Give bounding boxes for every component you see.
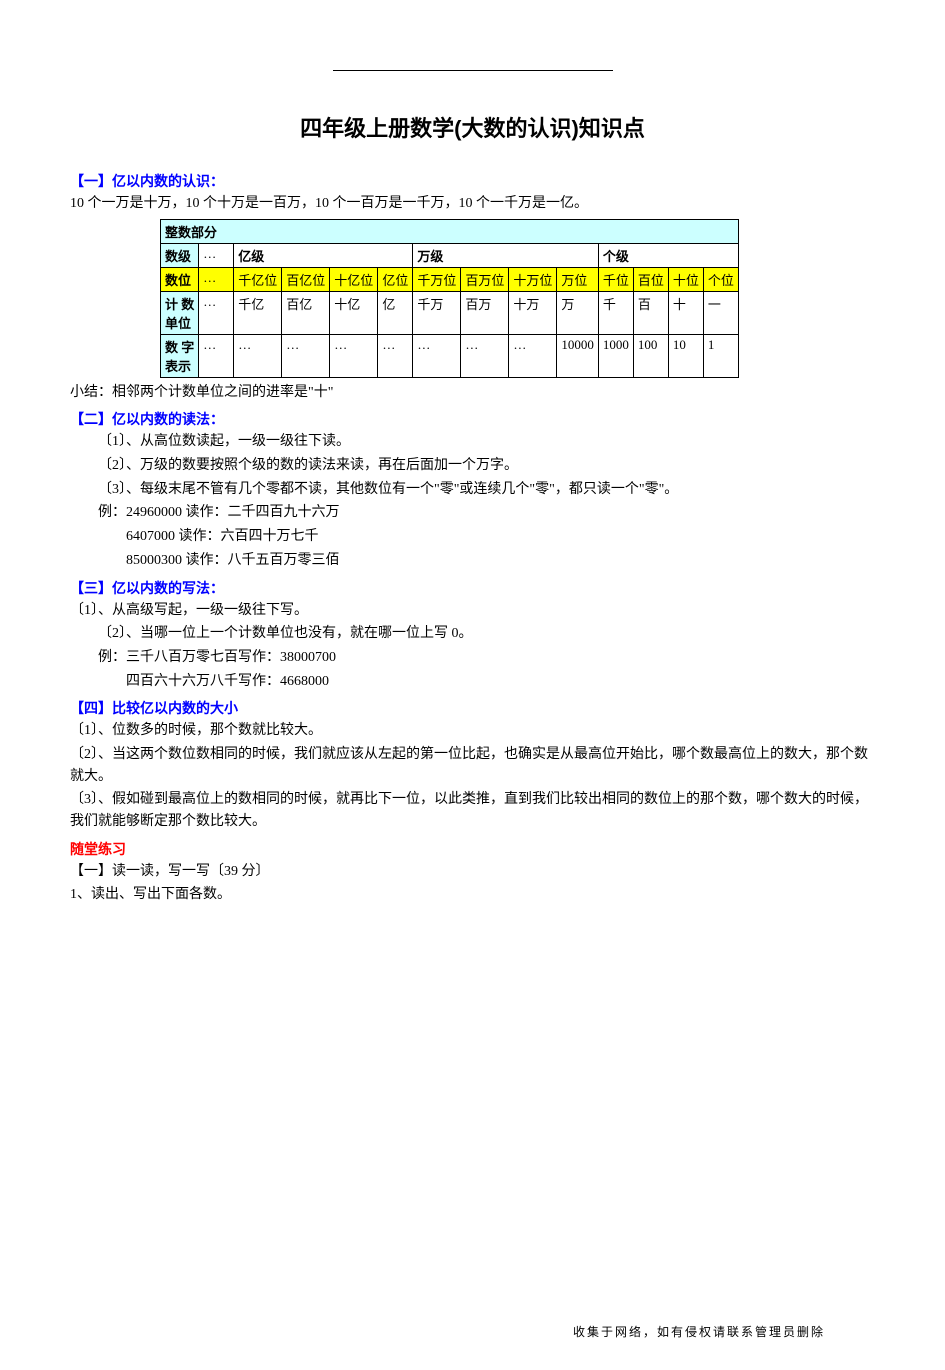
- pos-wan: 万位: [557, 267, 599, 291]
- ellipsis-cell: …: [199, 243, 234, 267]
- s3-line2: 〔2〕、当哪一位上一个计数单位也没有，就在哪一位上写 0。: [70, 623, 875, 645]
- s4-line3: 〔3〕、假如碰到最高位上的数相同的时候，就再比下一位，以此类推，直到我们比较出相…: [70, 789, 875, 832]
- table-top-header: 整数部分: [161, 219, 739, 243]
- unit-wan: 万: [557, 291, 599, 334]
- val-ge: 1: [703, 334, 738, 377]
- section2-heading: 【二】亿以内数的读法：: [70, 409, 875, 429]
- pos-shi: 十位: [668, 267, 703, 291]
- val-shi: 10: [668, 334, 703, 377]
- pos-yi: 亿位: [378, 267, 413, 291]
- ellipsis-cell: …: [199, 334, 234, 377]
- s2-ex-label: 例：: [98, 505, 126, 520]
- s4-line2: 〔2〕、当这两个数位数相同的时候，我们就应该从左起的第一位比起，也确实是从最高位…: [70, 744, 875, 787]
- pos-shiwan: 十万位: [509, 267, 557, 291]
- val-wan: 10000: [557, 334, 599, 377]
- val-qianyi: …: [234, 334, 282, 377]
- page-title: 四年级上册数学(大数的认识)知识点: [70, 111, 875, 143]
- s2-line2: 〔2〕、万级的数要按照个级的数的读法来读，再在后面加一个万字。: [70, 455, 875, 477]
- s3-ex-label: 例：: [98, 650, 126, 665]
- practice-heading: 随堂练习: [70, 839, 875, 859]
- s4-line1: 〔1〕、位数多的时候，那个数就比较大。: [70, 720, 875, 742]
- s2-line1: 〔1〕、从高位数读起，一级一级往下读。: [70, 431, 875, 453]
- pos-qianwan: 千万位: [413, 267, 461, 291]
- s2-example-row: 例：24960000 读作：二千四百九十六万: [70, 502, 875, 524]
- unit-shiwan: 十万: [509, 291, 557, 334]
- ellipsis-cell: …: [199, 291, 234, 334]
- unit-yi: 亿: [378, 291, 413, 334]
- section3-heading: 【三】亿以内数的写法：: [70, 578, 875, 598]
- s2-ex2: 6407000 读作：六百四十万七千: [70, 526, 875, 548]
- unit-qian: 千: [598, 291, 633, 334]
- pos-ge: 个位: [703, 267, 738, 291]
- val-qian: 1000: [598, 334, 633, 377]
- yi-level: 亿级: [234, 243, 413, 267]
- val-shiwan: …: [509, 334, 557, 377]
- val-bai: 100: [633, 334, 668, 377]
- unit-shiyi: 十亿: [330, 291, 378, 334]
- unit-qianwan: 千万: [413, 291, 461, 334]
- top-divider: [333, 70, 613, 71]
- ellipsis-cell: …: [199, 267, 234, 291]
- s2-ex3: 85000300 读作：八千五百万零三佰: [70, 550, 875, 572]
- row-shuwei-label: 数位: [161, 267, 199, 291]
- s3-line1: 〔1〕、从高级写起，一级一级往下写。: [70, 600, 875, 622]
- unit-ge: 一: [703, 291, 738, 334]
- s3-example-row: 例：三千八百万零七百写作：38000700: [70, 647, 875, 669]
- unit-qianyi: 千亿: [234, 291, 282, 334]
- pos-qianyi: 千亿位: [234, 267, 282, 291]
- s3-ex1: 三千八百万零七百写作：38000700: [126, 650, 336, 665]
- s3-ex2: 四百六十六万八千写作：4668000: [70, 671, 875, 693]
- page-footer: 收集于网络，如有侵权请联系管理员删除: [573, 1323, 825, 1340]
- section1-summary: 小结：相邻两个计数单位之间的进率是"十": [70, 382, 875, 404]
- ge-level: 个级: [598, 243, 738, 267]
- wan-level: 万级: [413, 243, 599, 267]
- row-digit-label: 数 字 表示: [161, 334, 199, 377]
- val-baiyi: …: [282, 334, 330, 377]
- s2-line3: 〔3〕、每级末尾不管有几个零都不读，其他数位有一个"零"或连续几个"零"，都只读…: [70, 479, 875, 501]
- val-yi: …: [378, 334, 413, 377]
- practice-line1: 【一】读一读，写一写〔39 分〕: [70, 861, 875, 883]
- pos-shiyi: 十亿位: [330, 267, 378, 291]
- pos-bai: 百位: [633, 267, 668, 291]
- section1-heading: 【一】亿以内数的认识：: [70, 171, 875, 191]
- val-shiyi: …: [330, 334, 378, 377]
- unit-bai: 百: [633, 291, 668, 334]
- practice-line2: 1、读出、写出下面各数。: [70, 884, 875, 906]
- section1-intro: 10 个一万是十万，10 个十万是一百万，10 个一百万是一千万，10 个一千万…: [70, 193, 875, 215]
- val-qianwan: …: [413, 334, 461, 377]
- place-value-table: 整数部分 数级 … 亿级 万级 个级 数位 … 千亿位 百亿位 十亿位 亿位 千…: [160, 219, 739, 378]
- section4-heading: 【四】比较亿以内数的大小: [70, 698, 875, 718]
- unit-shi: 十: [668, 291, 703, 334]
- val-baiwan: …: [461, 334, 509, 377]
- row-shuji-label: 数级: [161, 243, 199, 267]
- pos-baiwan: 百万位: [461, 267, 509, 291]
- unit-baiwan: 百万: [461, 291, 509, 334]
- unit-baiyi: 百亿: [282, 291, 330, 334]
- row-unit-label: 计 数 单位: [161, 291, 199, 334]
- pos-baiyi: 百亿位: [282, 267, 330, 291]
- s2-ex1: 24960000 读作：二千四百九十六万: [126, 505, 340, 520]
- pos-qian: 千位: [598, 267, 633, 291]
